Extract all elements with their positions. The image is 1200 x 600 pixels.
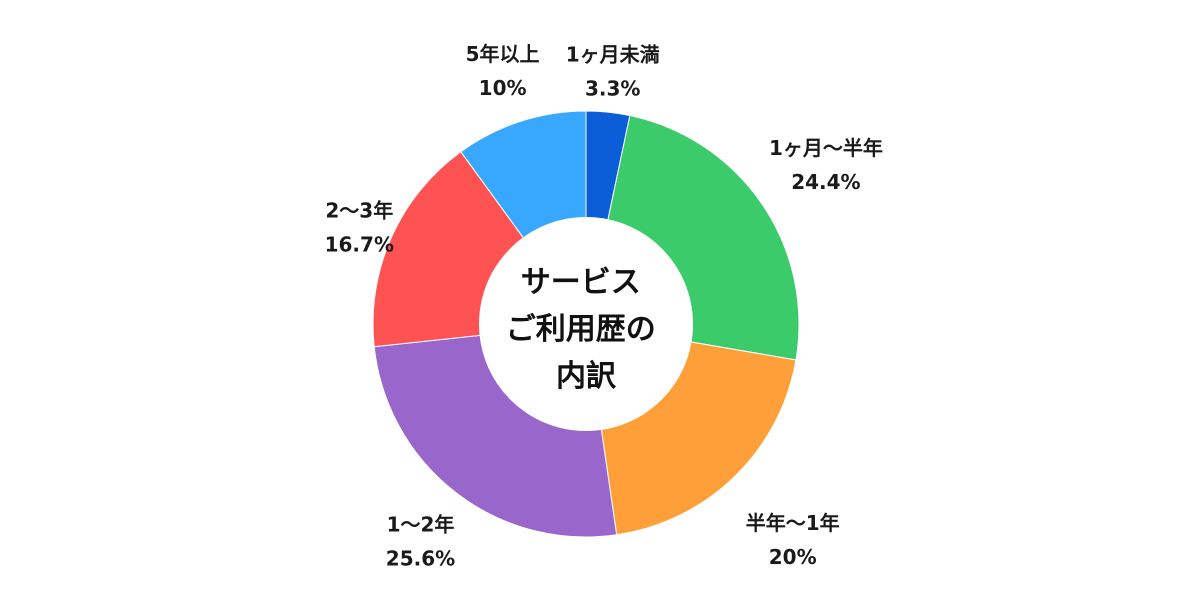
slice-value-label: 20% [769, 545, 817, 569]
slice-value-label: 10% [479, 76, 527, 100]
slice-category-label: 1ヶ月～半年 [769, 136, 883, 160]
slice-label: 1～2年 25.6% [386, 512, 455, 570]
slice-label: 2～3年 16.7% [325, 198, 394, 256]
center-title-line-1: サービス [521, 265, 641, 300]
slice-value-label: 25.6% [386, 546, 455, 570]
slice-labels: 1ヶ月未満 3.3% 1ヶ月～半年 24.4% 半年～1年 20% 1～2年 25.6% 2～3… [325, 42, 883, 570]
slice-value-label: 24.4% [791, 170, 860, 194]
slice-category-label: 1ヶ月未満 [566, 42, 660, 66]
donut-hole [479, 217, 693, 431]
slice-category-label: 半年～1年 [746, 511, 840, 535]
slice-label: 1ヶ月～半年 24.4% [769, 136, 883, 194]
slice-label: 半年～1年 20% [746, 511, 840, 569]
slice-category-label: 2～3年 [325, 198, 393, 222]
slice-category-label: 5年以上 [466, 42, 540, 66]
center-title: サービス ご利用歴の 内訳 [506, 265, 666, 394]
center-title-line-3: 内訳 [556, 359, 617, 394]
slice-label: 1ヶ月未満 3.3% [566, 42, 660, 100]
slice-value-label: 3.3% [585, 76, 640, 100]
center-title-line-2: ご利用歴の [506, 312, 656, 347]
slice-value-label: 16.7% [325, 232, 394, 256]
slice-label: 5年以上 10% [466, 42, 540, 100]
slice-category-label: 1～2年 [387, 512, 455, 536]
